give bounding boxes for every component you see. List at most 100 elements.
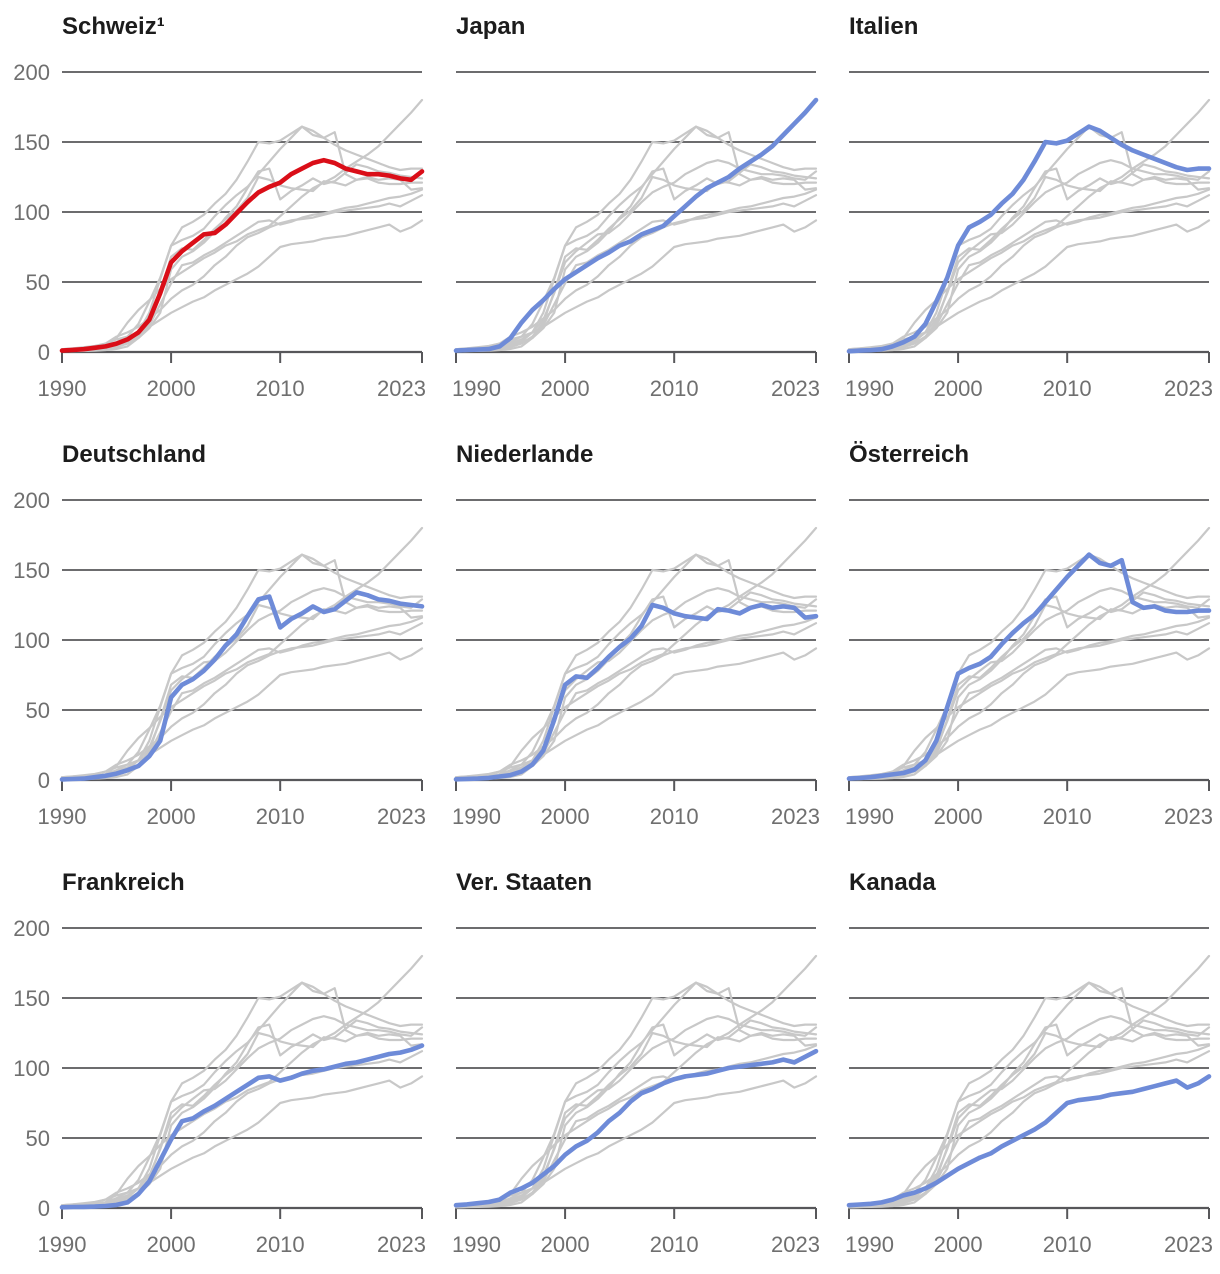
x-tick-label: 2010: [1043, 1232, 1092, 1257]
series-line-us: [60, 1050, 424, 1207]
x-tick-label: 2010: [650, 804, 699, 829]
series-line-fr: [454, 188, 818, 353]
panel-ch: 0 50 100 150 200 1990 2000 2010 2023: [13, 60, 426, 401]
series-line-de: [454, 591, 818, 781]
series-line-fr: [847, 188, 1211, 353]
series-line-jp: [847, 98, 1211, 352]
panel-it: 1990 2000 2010 2023: [845, 71, 1213, 401]
series-line-us: [847, 1050, 1211, 1207]
y-tick-label: 200: [13, 60, 50, 85]
series-line-fr: [847, 616, 1211, 781]
x-tick-label: 2000: [147, 1232, 196, 1257]
series-line-ca: [454, 647, 818, 779]
series-line-jp: [847, 526, 1211, 780]
series-line-ch: [454, 159, 818, 352]
series-line-jp: [60, 98, 424, 352]
series-line-it: [454, 553, 818, 781]
series-line-de: [847, 163, 1211, 353]
series-line-ca: [847, 219, 1211, 351]
x-tick-label: 1990: [452, 1232, 501, 1257]
panel-nl: 1990 2000 2010 2023: [452, 499, 820, 829]
x-tick-label: 1990: [38, 804, 87, 829]
series-line-jp: [60, 526, 424, 780]
x-tick-label: 2023: [771, 376, 820, 401]
x-tick-label: 2023: [1164, 804, 1213, 829]
panel-us: 1990 2000 2010 2023: [452, 927, 820, 1257]
highlight-line-us: [453, 1048, 819, 1208]
series-line-ch: [60, 587, 424, 780]
series-line-ch: [454, 587, 818, 780]
x-tick-label: 2000: [934, 1232, 983, 1257]
series-line-ch: [847, 1015, 1211, 1208]
panel-title-kanada: Kanada: [849, 869, 936, 896]
y-tick-label: 100: [13, 1056, 50, 1081]
x-tick-label: 1990: [452, 804, 501, 829]
series-line-us: [60, 622, 424, 779]
x-tick-label: 2010: [650, 376, 699, 401]
series-line-jp: [454, 954, 818, 1208]
panel-title-schweiz: Schweiz¹: [62, 13, 165, 40]
panel-title-niederlande: Niederlande: [456, 441, 594, 468]
series-line-ch: [847, 159, 1211, 352]
series-line-at: [454, 981, 818, 1208]
x-tick-label: 2023: [377, 376, 426, 401]
x-tick-label: 2000: [147, 376, 196, 401]
highlight-line-jp: [453, 97, 819, 353]
series-line-us: [60, 194, 424, 351]
series-line-de: [454, 1019, 818, 1209]
series-line-ca: [454, 1075, 818, 1207]
highlight-line-nl: [453, 602, 819, 782]
series-line-ca: [847, 647, 1211, 779]
panel-title-japan: Japan: [456, 13, 526, 40]
series-line-ca: [454, 219, 818, 351]
panel-ca: 1990 2000 2010 2023: [845, 927, 1213, 1257]
x-tick-label: 1990: [845, 376, 894, 401]
series-line-fr: [60, 188, 424, 353]
x-tick-label: 2023: [771, 804, 820, 829]
highlight-line-ca: [846, 1074, 1212, 1208]
series-line-fr: [847, 1044, 1211, 1209]
series-line-at: [847, 981, 1211, 1208]
series-line-it: [60, 981, 424, 1209]
series-line-ch: [454, 1015, 818, 1208]
y-tick-label: 100: [13, 200, 50, 225]
x-tick-label: 1990: [452, 376, 501, 401]
panel-jp: 1990 2000 2010 2023: [452, 71, 820, 401]
x-tick-label: 2023: [377, 1232, 426, 1257]
y-tick-label: 0: [38, 768, 50, 793]
series-line-it: [847, 553, 1211, 781]
panel-title-italien: Italien: [849, 13, 919, 40]
series-line-ca: [60, 1075, 424, 1207]
x-tick-label: 2010: [650, 1232, 699, 1257]
y-tick-label: 200: [13, 916, 50, 941]
series-line-us: [847, 622, 1211, 779]
y-tick-label: 0: [38, 340, 50, 365]
x-tick-label: 2000: [934, 804, 983, 829]
x-tick-label: 2010: [1043, 376, 1092, 401]
series-line-it: [454, 981, 818, 1209]
series-line-us: [454, 194, 818, 351]
x-tick-label: 2010: [1043, 804, 1092, 829]
series-line-jp: [60, 954, 424, 1208]
series-line-ca: [60, 219, 424, 351]
y-tick-label: 50: [26, 698, 50, 723]
x-tick-label: 2000: [541, 804, 590, 829]
series-line-jp: [847, 954, 1211, 1208]
highlight-line-it: [846, 124, 1212, 354]
x-tick-label: 2000: [934, 376, 983, 401]
y-tick-label: 0: [38, 1196, 50, 1221]
series-line-at: [60, 981, 424, 1208]
panel-title-frankreich: Frankreich: [62, 869, 185, 896]
series-line-de: [60, 1019, 424, 1209]
series-line-jp: [454, 526, 818, 780]
series-line-fr: [60, 616, 424, 781]
panel-title-oesterreich: Österreich: [849, 441, 970, 468]
y-tick-label: 50: [26, 1126, 50, 1151]
series-line-it: [60, 553, 424, 781]
x-tick-label: 2023: [1164, 376, 1213, 401]
x-tick-label: 2023: [1164, 1232, 1213, 1257]
highlight-line-fr: [59, 1043, 425, 1210]
series-line-ch: [60, 1015, 424, 1208]
